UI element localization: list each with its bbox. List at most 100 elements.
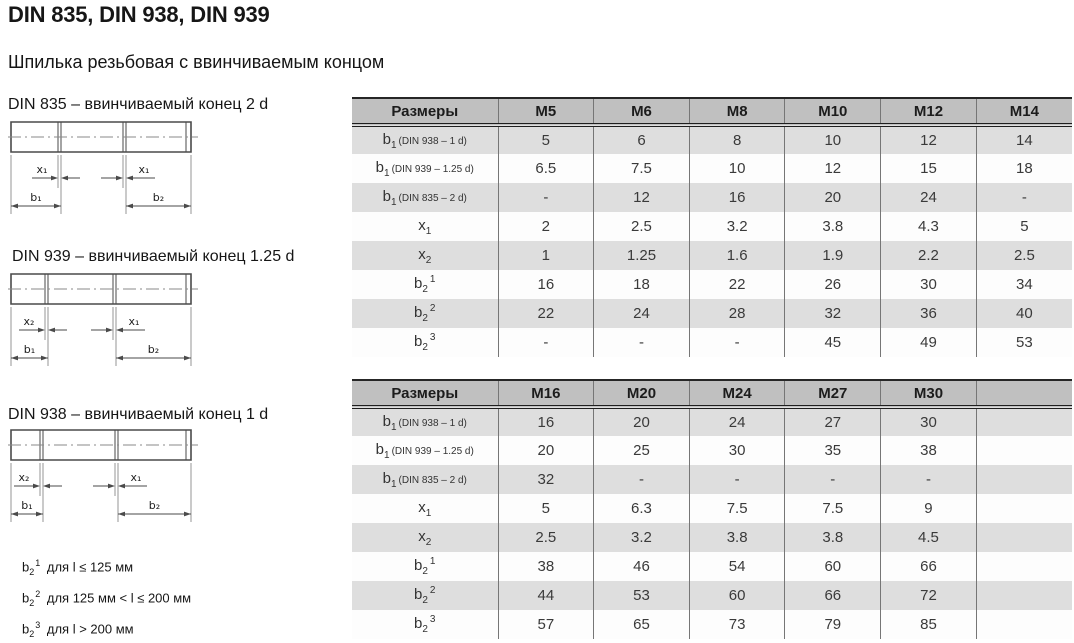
drawing-caption-din835: DIN 835 – ввинчиваемый конец 2 d: [8, 96, 269, 113]
value-cell: 32: [784, 299, 881, 328]
header-size-m24: M24: [688, 379, 785, 409]
value-cell: 35: [784, 436, 881, 465]
row-label-cell: b21: [352, 270, 498, 299]
value-cell: 65: [593, 610, 690, 639]
value-cell: 3.8: [784, 212, 881, 241]
value-cell: 9: [880, 494, 977, 523]
value-cell: 12: [593, 183, 690, 212]
svg-text:b₁: b₁: [21, 499, 32, 512]
value-cell: 7.5: [784, 494, 881, 523]
value-cell: 1: [497, 241, 594, 270]
svg-text:b₁: b₁: [30, 191, 41, 204]
header-size-m16: M16: [497, 379, 594, 409]
value-cell: 53: [975, 328, 1072, 357]
value-cell: 57: [497, 610, 594, 639]
footnote-b2-1: b21 для l ≤ 125 мм: [22, 558, 134, 577]
value-cell: 40: [975, 299, 1072, 328]
value-cell: 26: [784, 270, 881, 299]
table-row: b22 44 53 60 66 72: [352, 581, 1072, 610]
table-header-row: Размеры M5 M6 M8 M10 M12 M14: [352, 97, 1072, 127]
table-row: x1 5 6.3 7.5 7.5 9: [352, 494, 1072, 523]
value-cell: 7.5: [688, 494, 785, 523]
value-cell: 27: [784, 407, 881, 436]
row-label-cell: b1 (DIN 938 – 1 d): [352, 407, 498, 436]
din939-stud-drawing: x₂ x₁ b₁ b₂: [8, 268, 208, 380]
value-cell: 45: [784, 328, 881, 357]
value-cell: 3.2: [688, 212, 785, 241]
value-cell: 30: [880, 270, 977, 299]
svg-text:x₁: x₁: [129, 315, 140, 328]
value-cell: -: [784, 465, 881, 494]
value-cell: 20: [593, 407, 690, 436]
value-cell: -: [497, 328, 594, 357]
value-cell: 1.9: [784, 241, 881, 270]
value-cell: -: [880, 465, 977, 494]
drawing-caption-din938: DIN 938 – ввинчиваемый конец 1 d: [8, 406, 269, 423]
row-label-cell: b22: [352, 581, 498, 610]
table-row: b1 (DIN 938 – 1 d) 5 6 8 10 12 14: [352, 125, 1072, 154]
value-cell: 5: [497, 494, 594, 523]
table-row: b1 (DIN 938 – 1 d) 16 20 24 27 30: [352, 407, 1072, 436]
value-cell: 2: [497, 212, 594, 241]
value-cell: 5: [497, 125, 594, 154]
header-size-m30: M30: [880, 379, 977, 409]
value-cell: 24: [688, 407, 785, 436]
row-label-cell: x2: [352, 523, 498, 552]
svg-text:x₁: x₁: [37, 163, 48, 176]
value-cell: [975, 407, 1072, 436]
value-cell: 32: [497, 465, 594, 494]
size-table-m5-m14: Размеры M5 M6 M8 M10 M12 M14 b1 (DIN 938 – 1 d) 5…: [352, 97, 1072, 357]
value-cell: -: [497, 183, 594, 212]
header-size-m12: M12: [880, 97, 977, 127]
value-cell: 79: [784, 610, 881, 639]
value-cell: [975, 523, 1072, 552]
table-row: b1 (DIN 939 – 1.25 d) 20 25 30 35 38: [352, 436, 1072, 465]
value-cell: 2.5: [975, 241, 1072, 270]
value-cell: 3.8: [688, 523, 785, 552]
value-cell: 34: [975, 270, 1072, 299]
row-label-cell: b23: [352, 328, 498, 357]
value-cell: 4.3: [880, 212, 977, 241]
value-cell: [975, 610, 1072, 639]
value-cell: 72: [880, 581, 977, 610]
value-cell: 6: [593, 125, 690, 154]
value-cell: 22: [688, 270, 785, 299]
svg-text:b₂: b₂: [153, 191, 164, 204]
value-cell: 66: [880, 552, 977, 581]
value-cell: 1.6: [688, 241, 785, 270]
value-cell: 15: [880, 154, 977, 183]
row-label-cell: b23: [352, 610, 498, 639]
page-subtitle: Шпилька резьбовая с ввинчиваемым концом: [8, 52, 385, 72]
value-cell: 25: [593, 436, 690, 465]
value-cell: 12: [880, 125, 977, 154]
value-cell: 6.3: [593, 494, 690, 523]
svg-text:x₁: x₁: [131, 471, 142, 484]
value-cell: 10: [784, 125, 881, 154]
svg-text:b₁: b₁: [24, 343, 35, 356]
value-cell: 16: [497, 407, 594, 436]
value-cell: 60: [784, 552, 881, 581]
value-cell: 2.5: [593, 212, 690, 241]
value-cell: -: [688, 328, 785, 357]
table-row: x1 2 2.5 3.2 3.8 4.3 5: [352, 212, 1072, 241]
header-size-m27: M27: [784, 379, 881, 409]
table-row: x2 2.5 3.2 3.8 3.8 4.5: [352, 523, 1072, 552]
row-label-cell: b21: [352, 552, 498, 581]
value-cell: 16: [497, 270, 594, 299]
din835-stud-drawing: x₁ x₁ b₁ b₂: [8, 116, 208, 228]
table-row: b21 16 18 22 26 30 34: [352, 270, 1072, 299]
size-table-m16-m30: Размеры M16 M20 M24 M27 M30 b1 (DIN 938 – 1 d) 1…: [352, 379, 1072, 639]
value-cell: 85: [880, 610, 977, 639]
value-cell: 53: [593, 581, 690, 610]
value-cell: 49: [880, 328, 977, 357]
value-cell: -: [975, 183, 1072, 212]
value-cell: 54: [688, 552, 785, 581]
value-cell: 3.2: [593, 523, 690, 552]
table-row: b23- - -45 49 53: [352, 328, 1072, 357]
value-cell: 66: [784, 581, 881, 610]
svg-text:b₂: b₂: [148, 343, 159, 356]
din938-stud-drawing: x₂ x₁ b₁ b₂: [8, 424, 208, 536]
value-cell: 14: [975, 125, 1072, 154]
value-cell: 73: [688, 610, 785, 639]
